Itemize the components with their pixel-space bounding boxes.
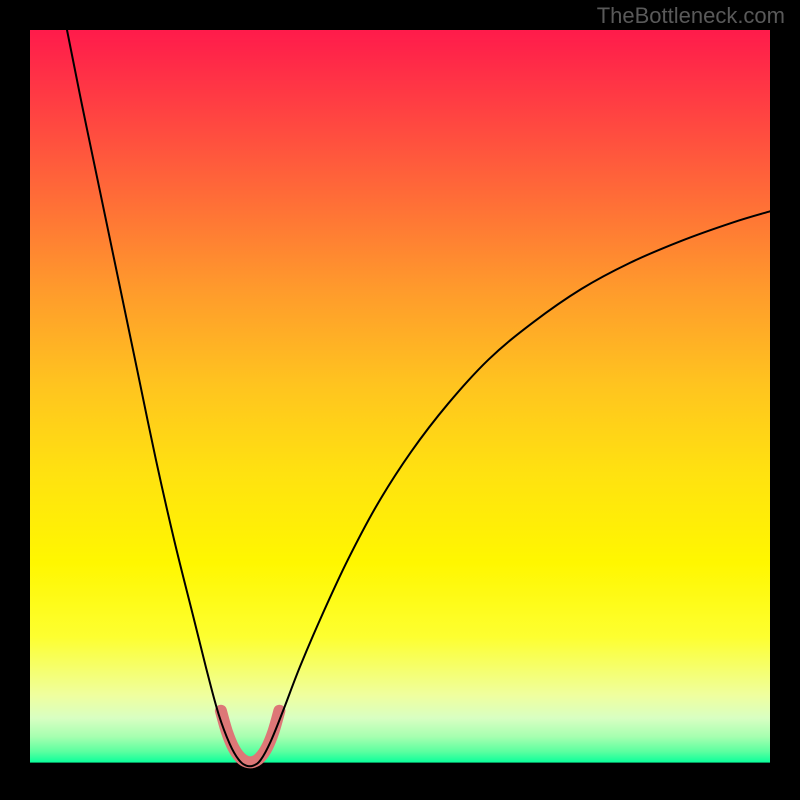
watermark-text: TheBottleneck.com (597, 3, 785, 29)
chart-baseline-strip (30, 763, 770, 770)
chart-background (30, 30, 770, 770)
bottleneck-chart (0, 0, 800, 800)
